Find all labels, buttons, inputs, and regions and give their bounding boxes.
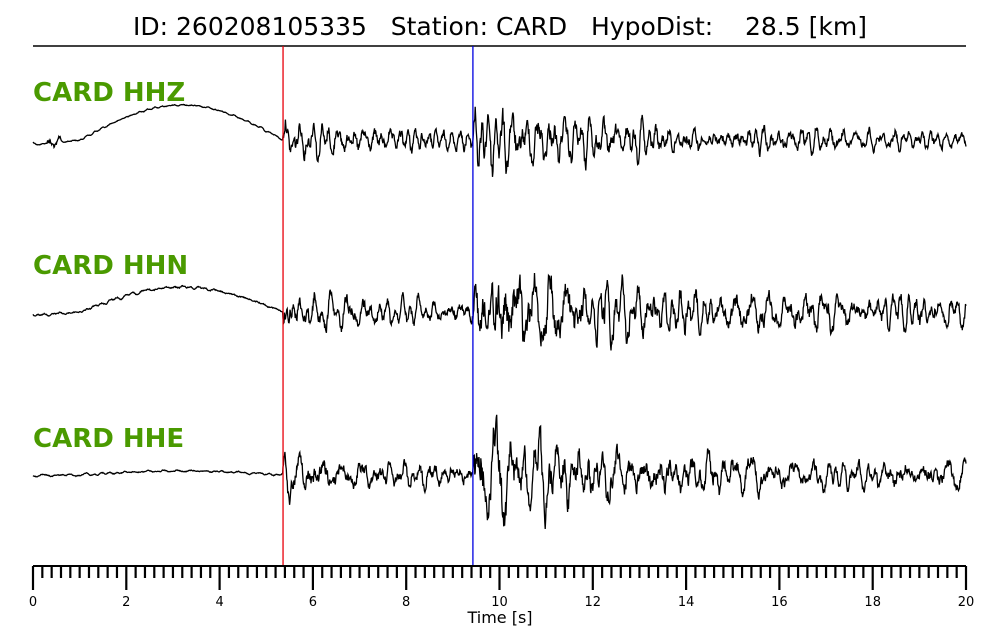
chart-title: ID: 260208105335 Station: CARD HypoDist:…: [133, 12, 867, 41]
waveform-card-hhe: [32, 414, 967, 530]
trace-label-hhe: CARD HHE: [33, 424, 184, 454]
x-tick-label: 18: [864, 595, 881, 610]
x-tick-label: 6: [309, 595, 317, 610]
trace-label-hhn: CARD HHN: [33, 251, 188, 281]
x-tick-label: 8: [402, 595, 410, 610]
x-tick-label: 12: [585, 595, 602, 610]
x-tick-label: 16: [771, 595, 788, 610]
x-axis-label: Time [s]: [466, 608, 532, 627]
x-tick-label: 14: [678, 595, 695, 610]
waveform-card-hhn: [32, 272, 967, 351]
waveform-card-hhz: [32, 103, 967, 177]
x-tick-label: 0: [29, 595, 37, 610]
trace-label-hhz: CARD HHZ: [33, 78, 185, 108]
x-tick-label: 4: [215, 595, 223, 610]
x-tick-label: 2: [122, 595, 130, 610]
x-tick-label: 20: [958, 595, 975, 610]
x-tick-label: 10: [491, 595, 508, 610]
